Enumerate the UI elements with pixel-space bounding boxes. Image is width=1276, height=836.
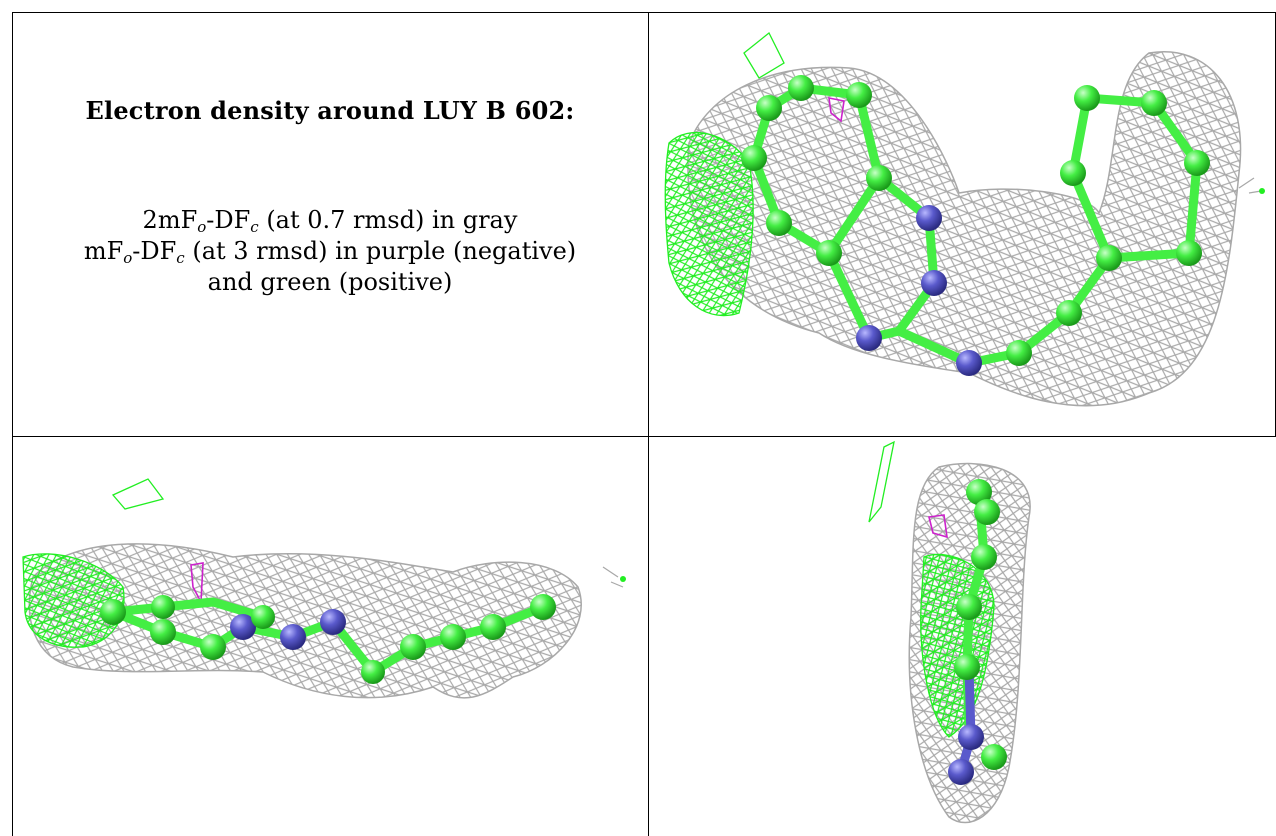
density-view-top <box>649 13 1275 436</box>
table-border-row <box>12 436 1276 437</box>
legend: 2mFo-DFc (at 0.7 rmsd) in gray mFo-DFc (… <box>12 205 648 298</box>
legend-line-1: 2mFo-DFc (at 0.7 rmsd) in gray <box>142 206 518 236</box>
table-border-middle <box>648 12 649 836</box>
table-border-top <box>12 12 1276 13</box>
table-border-left <box>12 12 13 836</box>
density-view-end <box>649 437 1275 836</box>
density-view-side <box>13 437 648 836</box>
legend-line-2: mFo-DFc (at 3 rmsd) in purple (negative) <box>83 237 577 267</box>
title: Electron density around LUY B 602: <box>85 96 575 125</box>
legend-line-3: and green (positive) <box>207 268 453 296</box>
